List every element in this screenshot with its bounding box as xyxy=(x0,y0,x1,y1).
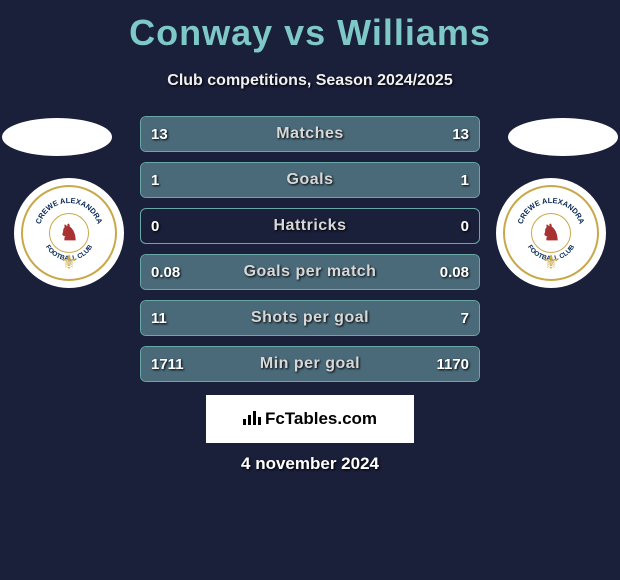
club-badge-left: CREWE ALEXANDRA FOOTBALL CLUB ♞ ⚜ xyxy=(14,178,124,288)
wreath-icon: ⚜ xyxy=(542,250,560,275)
stat-label: Goals xyxy=(141,171,479,189)
stat-row: 1711Min per goal1170 xyxy=(140,346,480,382)
club-badge-inner: CREWE ALEXANDRA FOOTBALL CLUB ♞ ⚜ xyxy=(503,185,599,281)
stat-label: Matches xyxy=(141,125,479,143)
stat-label: Min per goal xyxy=(141,355,479,373)
brand-box[interactable]: FcTables.com xyxy=(206,395,414,443)
stat-row: 0.08Goals per match0.08 xyxy=(140,254,480,290)
svg-text:CREWE ALEXANDRA: CREWE ALEXANDRA xyxy=(34,196,105,226)
date-label: 4 november 2024 xyxy=(0,454,620,474)
page-subtitle: Club competitions, Season 2024/2025 xyxy=(0,72,620,90)
stat-value-right: 1 xyxy=(461,172,469,189)
chart-icon xyxy=(243,409,261,430)
stat-row: 11Shots per goal7 xyxy=(140,300,480,336)
page-title: Conway vs Williams xyxy=(0,0,620,54)
player-shape-right xyxy=(508,118,618,156)
stat-value-right: 0.08 xyxy=(440,264,469,281)
stat-row: 0Hattricks0 xyxy=(140,208,480,244)
svg-text:CREWE ALEXANDRA: CREWE ALEXANDRA xyxy=(516,196,587,226)
stat-row: 13Matches13 xyxy=(140,116,480,152)
club-badge-right: CREWE ALEXANDRA FOOTBALL CLUB ♞ ⚜ xyxy=(496,178,606,288)
player-shape-left xyxy=(2,118,112,156)
brand-text: FcTables.com xyxy=(265,409,377,429)
stat-row: 1Goals1 xyxy=(140,162,480,198)
stat-value-right: 1170 xyxy=(436,356,469,373)
stat-value-right: 0 xyxy=(461,218,469,235)
stat-label: Goals per match xyxy=(141,263,479,281)
stat-value-right: 13 xyxy=(452,126,469,143)
club-badge-inner: CREWE ALEXANDRA FOOTBALL CLUB ♞ ⚜ xyxy=(21,185,117,281)
stat-label: Hattricks xyxy=(141,217,479,235)
stats-container: 13Matches13 1Goals1 0Hattricks0 0.08Goals p… xyxy=(140,116,480,392)
stat-label: Shots per goal xyxy=(141,309,479,327)
wreath-icon: ⚜ xyxy=(60,250,78,275)
stat-value-right: 7 xyxy=(461,310,469,327)
